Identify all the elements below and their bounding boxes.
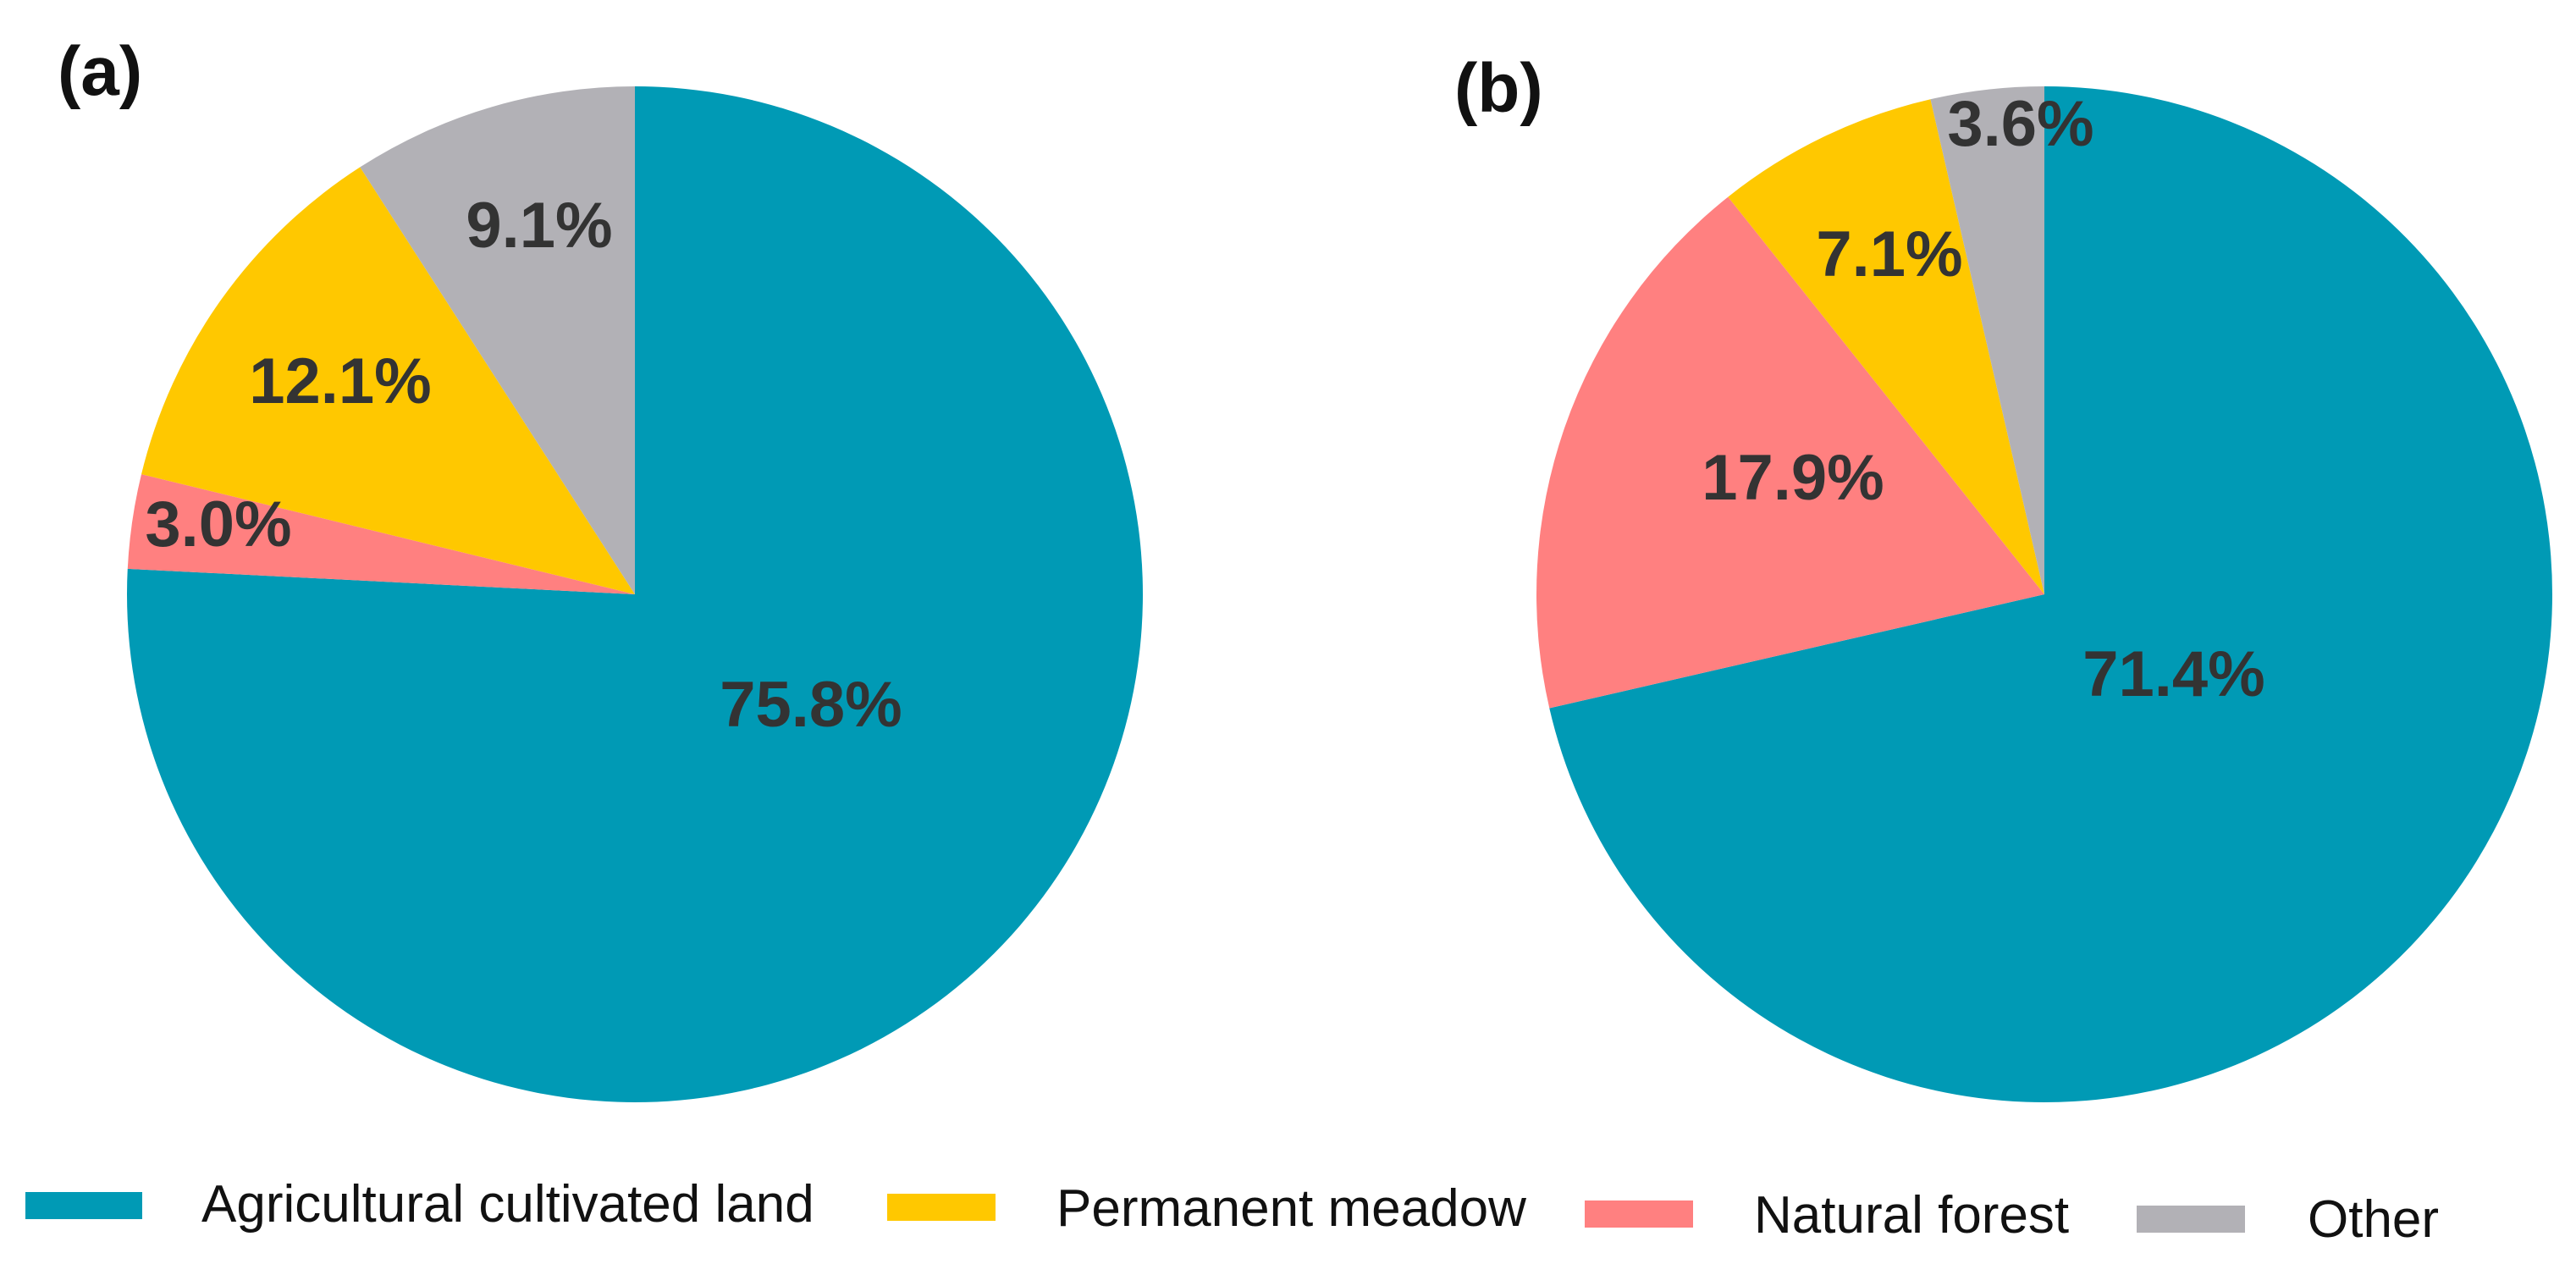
legend-swatch-forest (1585, 1200, 1693, 1228)
legend-swatch-meadow (887, 1194, 996, 1221)
panel-label-a: (a) (58, 33, 142, 110)
slice-label-b-permanent-meadow: 7.1% (1816, 218, 1962, 290)
pie-slice-a-natural-forest (127, 474, 635, 594)
slice-label-b-natural-forest: 17.9% (1702, 442, 1884, 514)
pie-chart-a: 75.8% 3.0% 12.1% 9.1% (127, 86, 1144, 1102)
pie-slice-b-other (1930, 86, 2044, 594)
slice-label-a-other: 9.1% (466, 190, 612, 262)
legend-item-forest: Natural forest (1585, 1186, 2069, 1245)
legend-label-other: Other (2308, 1190, 2439, 1249)
legend-item-meadow: Permanent meadow (887, 1179, 1526, 1238)
panel-label-b: (b) (1454, 50, 1543, 127)
legend-label-forest: Natural forest (1754, 1186, 2069, 1245)
pie-slice-a-permanent-meadow (141, 167, 635, 594)
legend-swatch-agricultural (25, 1192, 142, 1219)
legend-item-other: Other (2137, 1190, 2439, 1249)
pie-slice-a-agricultural-cultivated-land (127, 86, 1144, 1102)
pie-slice-a-other (360, 86, 635, 594)
slice-label-a-natural-forest: 3.0% (145, 488, 291, 560)
slice-label-b-other: 3.6% (1947, 88, 2093, 160)
legend-label-agricultural: Agricultural cultivated land (201, 1175, 814, 1234)
pie-slice-b-agricultural-cultivated-land (1549, 86, 2552, 1102)
slice-label-a-agricultural-cultivated-land: 75.8% (720, 669, 902, 741)
slice-label-a-permanent-meadow: 12.1% (249, 345, 432, 417)
legend: Agricultural cultivated land Permanent m… (25, 1175, 2439, 1249)
legend-swatch-other (2137, 1206, 2245, 1233)
pie-chart-b: 71.4% 17.9% 7.1% 3.6% (1536, 86, 2552, 1102)
legend-label-meadow: Permanent meadow (1056, 1179, 1526, 1238)
pie-slice-b-permanent-meadow (1728, 99, 2044, 594)
pie-slice-b-natural-forest (1536, 196, 2044, 709)
legend-item-agricultural: Agricultural cultivated land (25, 1175, 814, 1234)
slice-label-b-agricultural-cultivated-land: 71.4% (2082, 638, 2265, 710)
